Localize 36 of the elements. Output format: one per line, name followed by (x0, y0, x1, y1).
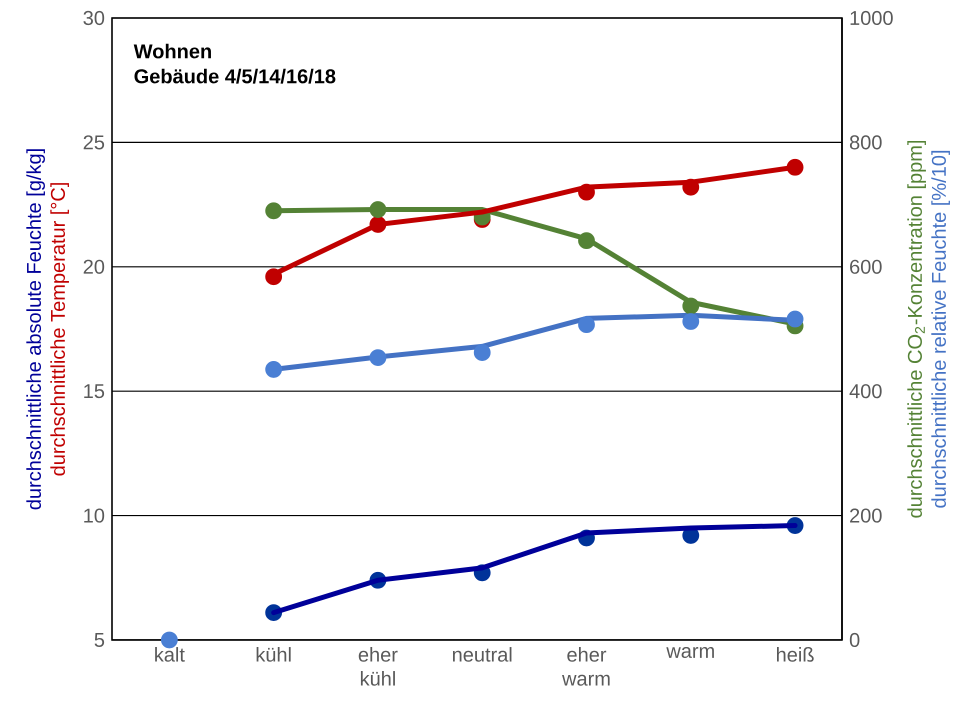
x-tick-label: kühl (256, 647, 291, 662)
point (160, 632, 178, 648)
point (370, 349, 386, 366)
text: durchschnittliche Temperatur [°C] (50, 183, 69, 476)
point (786, 310, 804, 328)
text: Wohnen (134, 44, 211, 58)
point (265, 361, 282, 378)
point (265, 202, 282, 220)
y-tick-label: 25 (84, 135, 104, 150)
x-tick-label: neutral (452, 647, 512, 662)
y-tick-label: 5 (94, 632, 104, 647)
y2-tick-label: 1000 (850, 10, 893, 26)
x-tick-label: heiß (776, 647, 814, 662)
text: durchschnittliche relative Feuchte [%/10] (931, 150, 950, 508)
y2-tick-label: 800 (850, 135, 882, 150)
y-tick-label: 30 (83, 10, 104, 26)
point (578, 316, 595, 334)
y-tick-label: 10 (84, 508, 104, 523)
point (682, 298, 700, 314)
text: durchschnittliche CO$_{2}$-Konzentration [ppm] (907, 140, 926, 518)
y2-tick-label: 200 (850, 508, 882, 523)
text: Gebäude 4/5/14/16/18 (134, 68, 336, 84)
x-tick-label: warm (666, 647, 714, 658)
point (370, 201, 386, 218)
point (682, 313, 700, 330)
point (474, 344, 491, 362)
y2-tick-label: 400 (850, 384, 882, 398)
x-tick-label: eher warm (562, 647, 610, 686)
y2-tick-label: 0 (850, 632, 860, 648)
point (578, 232, 595, 250)
y-tick-label: 20 (84, 260, 104, 274)
x-tick-label: kalt (155, 647, 185, 662)
x-tick-label: eher kühl (358, 647, 398, 686)
y-tick-label: 15 (84, 384, 104, 398)
text: durchschnittliche absolute Feuchte [g/kg] (26, 149, 45, 510)
y2-tick-label: 600 (850, 260, 882, 274)
